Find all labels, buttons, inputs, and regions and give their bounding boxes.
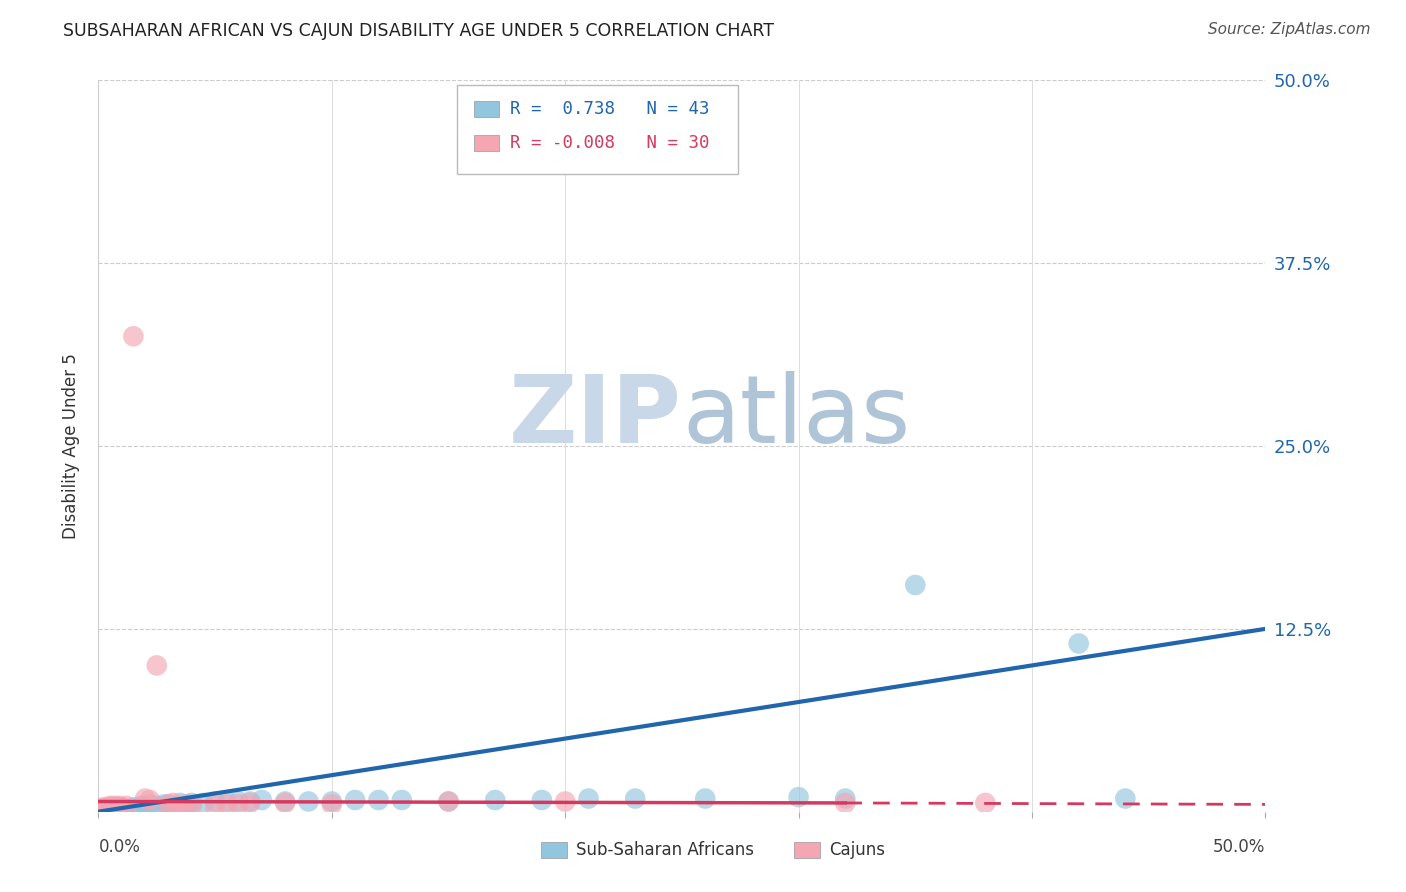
Point xyxy=(344,793,367,807)
Point xyxy=(437,795,460,809)
Text: Sub-Saharan Africans: Sub-Saharan Africans xyxy=(576,841,755,859)
Point xyxy=(169,798,191,813)
Point xyxy=(297,795,319,809)
Point xyxy=(904,578,927,592)
Point xyxy=(367,793,389,807)
Point xyxy=(90,802,112,816)
Point xyxy=(111,800,134,814)
Point xyxy=(695,791,717,805)
Point xyxy=(169,796,191,810)
Point xyxy=(834,791,856,805)
Point xyxy=(215,795,238,809)
Point xyxy=(484,793,506,807)
Point xyxy=(239,796,262,810)
Point xyxy=(1067,636,1090,650)
Text: Source: ZipAtlas.com: Source: ZipAtlas.com xyxy=(1208,22,1371,37)
Point xyxy=(624,791,647,805)
Point xyxy=(391,793,413,807)
Point xyxy=(134,798,156,813)
Point xyxy=(139,797,162,812)
Point xyxy=(94,802,117,816)
Point xyxy=(321,795,343,809)
Point xyxy=(94,802,117,816)
Point xyxy=(97,803,120,817)
Point xyxy=(554,795,576,809)
Point xyxy=(104,802,127,816)
Point xyxy=(204,795,226,809)
Text: 50.0%: 50.0% xyxy=(1213,838,1265,856)
Point xyxy=(239,795,262,809)
Text: atlas: atlas xyxy=(682,371,910,463)
Point xyxy=(91,800,114,814)
Point xyxy=(193,796,215,810)
Point xyxy=(98,798,121,813)
Point xyxy=(215,797,238,812)
Point xyxy=(101,800,124,814)
Text: ZIP: ZIP xyxy=(509,371,682,463)
Point xyxy=(91,803,114,817)
Point xyxy=(274,795,297,809)
Point xyxy=(180,798,202,813)
Point xyxy=(152,797,174,812)
Point xyxy=(108,802,131,816)
Point xyxy=(176,797,198,812)
Point xyxy=(180,796,202,810)
Point xyxy=(105,800,128,814)
Text: 0.0%: 0.0% xyxy=(98,838,141,856)
Point xyxy=(274,796,297,810)
Point xyxy=(578,791,600,805)
Point xyxy=(139,793,162,807)
Point xyxy=(834,796,856,810)
Point xyxy=(1114,791,1136,805)
Point xyxy=(974,796,997,810)
Point xyxy=(176,797,198,812)
Point xyxy=(530,793,553,807)
Point xyxy=(115,798,138,813)
Point xyxy=(162,796,184,810)
Point xyxy=(157,797,180,812)
Point xyxy=(787,790,810,805)
Point xyxy=(321,797,343,812)
Point xyxy=(204,798,226,813)
Point xyxy=(104,798,127,813)
Point xyxy=(105,800,128,814)
Y-axis label: Disability Age Under 5: Disability Age Under 5 xyxy=(62,353,80,539)
Point xyxy=(108,798,131,813)
Point xyxy=(111,800,134,814)
Point xyxy=(146,798,169,813)
Text: R = -0.008   N = 30: R = -0.008 N = 30 xyxy=(510,134,710,152)
Point xyxy=(228,797,250,812)
Point xyxy=(115,802,138,816)
Text: SUBSAHARAN AFRICAN VS CAJUN DISABILITY AGE UNDER 5 CORRELATION CHART: SUBSAHARAN AFRICAN VS CAJUN DISABILITY A… xyxy=(63,22,775,40)
Point xyxy=(101,800,124,814)
Point xyxy=(122,329,145,343)
Point xyxy=(250,793,273,807)
Point xyxy=(97,800,120,814)
Point xyxy=(437,795,460,809)
Point xyxy=(129,798,152,813)
Point xyxy=(122,800,145,814)
Point xyxy=(146,658,169,673)
Text: R =  0.738   N = 43: R = 0.738 N = 43 xyxy=(510,100,710,118)
Point xyxy=(228,795,250,809)
Point xyxy=(98,802,121,816)
Text: Cajuns: Cajuns xyxy=(830,841,886,859)
Point xyxy=(157,797,180,812)
Point xyxy=(134,791,156,805)
